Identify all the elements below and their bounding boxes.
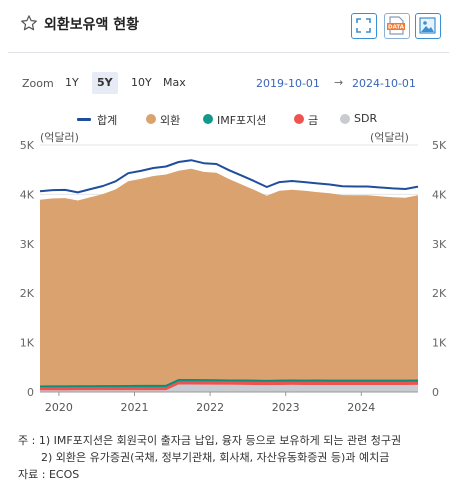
x-tick-label: 2020 [45, 401, 73, 414]
y-tick-label-right: 5K [432, 139, 447, 152]
series-edge-line [40, 381, 419, 389]
legend-dot-swatch [340, 114, 350, 124]
fullscreen-icon [356, 18, 371, 33]
data-icon-text: DATA [388, 25, 405, 31]
y-tick-label-right: 4K [432, 188, 447, 201]
y-tick-label-right: 2K [432, 287, 447, 300]
zoom-1y-button[interactable]: 1Y [65, 76, 79, 89]
y-tick-label-right: 3K [432, 238, 447, 251]
legend-label: IMF포지션 [217, 114, 267, 127]
y-tick-label-left: 5K [20, 139, 35, 152]
zoom-label: Zoom [22, 77, 54, 90]
range-start-input[interactable]: 2019-10-01 [256, 77, 320, 90]
legend-dot-swatch [203, 114, 213, 124]
y-tick-label-left: 2K [20, 287, 35, 300]
header-divider [8, 52, 449, 53]
y-axis-unit-left: (억달러) [40, 131, 79, 144]
y-tick-label-right: 0 [432, 386, 439, 399]
range-arrow: → [334, 76, 344, 89]
zoom-5y-button[interactable]: 5Y [92, 72, 118, 94]
y-axis-unit-right: (억달러) [370, 131, 409, 144]
legend-label: SDR [354, 112, 378, 125]
page-title: 외환보유액 현황 [44, 17, 140, 33]
x-tick-label: 2024 [347, 401, 375, 414]
area-sdr [40, 384, 418, 392]
image-download-icon [419, 17, 436, 34]
y-tick-label-left: 0 [27, 386, 34, 399]
range-end-input[interactable]: 2024-10-01 [352, 77, 416, 90]
line-total [39, 159, 419, 194]
area-forex [40, 168, 418, 387]
x-tick-label: 2023 [272, 401, 300, 414]
legend-label: 금 [308, 114, 319, 127]
chart-header: 외환보유액 현황 DATA [0, 0, 457, 50]
legend-dot-swatch [146, 114, 156, 124]
legend-label: 외환 [160, 114, 181, 127]
zoom-10y-button[interactable]: 10Y [131, 76, 152, 89]
fullscreen-button[interactable] [351, 13, 377, 39]
legend-line-swatch [77, 118, 91, 121]
y-tick-label-left: 3K [20, 238, 35, 251]
note-line: 2) 외환은 유가증권(국채, 정부기관채, 회사채, 자산유동화증권 등)과 … [41, 451, 390, 464]
chart-legend: 합계 외환 IMF포지션 금 SDR [0, 111, 457, 127]
y-tick-label-right: 1K [432, 337, 447, 350]
chart-notes: 주 : 1) IMF포지션은 회원국이 출자금 납입, 융자 등으로 보유하게 … [18, 432, 401, 483]
y-tick-label-left: 4K [20, 188, 35, 201]
source-line: 자료 : ECOS [18, 468, 80, 481]
legend-dot-swatch [294, 114, 304, 124]
zoom-max-button[interactable]: Max [163, 76, 186, 89]
data-download-icon: DATA [387, 16, 405, 35]
data-download-button[interactable]: DATA [384, 13, 410, 39]
star-outline-icon[interactable] [20, 14, 38, 32]
y-tick-label-left: 1K [20, 337, 35, 350]
x-tick-label: 2022 [196, 401, 224, 414]
series-edge-line [39, 378, 419, 387]
chart-plot: 0 0 1K 1K 2K 2K 3K 3K 4K 4K 5K 5K 2020 2021 2022 2023 20… [20, 139, 447, 414]
x-tick-label: 2021 [121, 401, 149, 414]
image-download-button[interactable] [415, 13, 441, 39]
legend-label: 합계 [97, 114, 118, 127]
note-line: 주 : 1) IMF포지션은 회원국이 출자금 납입, 융자 등으로 보유하게 … [18, 434, 402, 447]
